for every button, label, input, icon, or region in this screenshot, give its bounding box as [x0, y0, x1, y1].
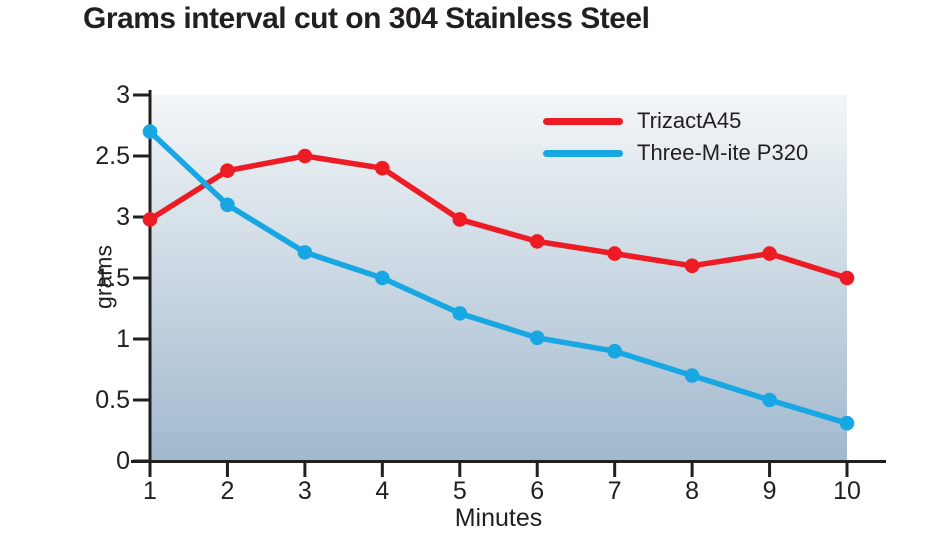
- data-point-three-m-ite-p320-9: [762, 392, 777, 408]
- data-point-trizacta45-2: [220, 163, 235, 178]
- x-tick-label: 8: [685, 477, 699, 505]
- data-point-three-m-ite-p320-8: [684, 368, 700, 383]
- legend-item-three-m-ite-p320: Three-M-ite P320: [543, 140, 808, 166]
- x-tick-label: 2: [220, 477, 234, 505]
- y-tick-label: 1: [116, 325, 130, 353]
- y-tick-label: 2.5: [95, 142, 130, 170]
- data-point-trizacta45-10: [839, 270, 855, 286]
- data-point-three-m-ite-p320-5: [452, 306, 468, 321]
- y-tick-label: 1.5: [95, 264, 130, 292]
- x-tick-label: 10: [833, 477, 861, 505]
- data-point-trizacta45-8: [684, 258, 700, 274]
- data-point-trizacta45-5: [452, 212, 468, 227]
- legend-item-trizact-a45: TrizactA45: [543, 108, 808, 134]
- data-point-three-m-ite-p320-7: [607, 343, 622, 359]
- data-point-trizacta45-3: [297, 148, 313, 164]
- y-tick-label: 0.5: [95, 386, 130, 414]
- chart-title: Grams interval cut on 304 Stainless Stee…: [83, 2, 650, 35]
- x-tick-label: 9: [763, 477, 777, 505]
- x-tick-label: 6: [530, 477, 544, 505]
- legend: TrizactA45 Three-M-ite P320: [543, 108, 808, 166]
- data-point-trizacta45-4: [375, 160, 390, 176]
- data-point-trizacta45-9: [762, 246, 777, 261]
- x-axis-title: Minutes: [454, 504, 543, 532]
- x-tick-label: 5: [453, 477, 467, 505]
- data-point-three-m-ite-p320-4: [375, 270, 390, 286]
- y-tick-label: 3: [116, 203, 130, 231]
- data-point-trizacta45-1: [142, 212, 158, 227]
- y-tick-label: 0: [116, 447, 130, 475]
- data-point-trizacta45-6: [529, 234, 545, 249]
- plot-area: [150, 95, 847, 461]
- data-point-trizacta45-7: [607, 246, 622, 261]
- legend-label-three-m-ite-p320: Three-M-ite P320: [637, 140, 809, 165]
- x-tick-label: 1: [143, 477, 157, 505]
- x-tick-label: 3: [298, 477, 312, 505]
- y-axis-title: grams: [90, 245, 117, 309]
- series-line-trizacta45: [147, 153, 850, 281]
- data-point-three-m-ite-p320-3: [297, 245, 313, 260]
- y-tick-label: 3: [116, 81, 130, 109]
- data-point-three-m-ite-p320-1: [142, 124, 158, 139]
- legend-swatch-red-line: [543, 117, 623, 125]
- legend-swatch-blue-line: [543, 149, 623, 157]
- x-tick-label: 7: [608, 477, 622, 505]
- series-line-three-m-ite-p320: [147, 128, 850, 426]
- legend-label-trizact-a45: TrizactA45: [637, 108, 742, 133]
- data-point-three-m-ite-p320-6: [529, 330, 545, 346]
- x-tick-label: 4: [375, 477, 389, 505]
- data-point-three-m-ite-p320-2: [220, 197, 235, 213]
- data-point-three-m-ite-p320-10: [839, 415, 855, 431]
